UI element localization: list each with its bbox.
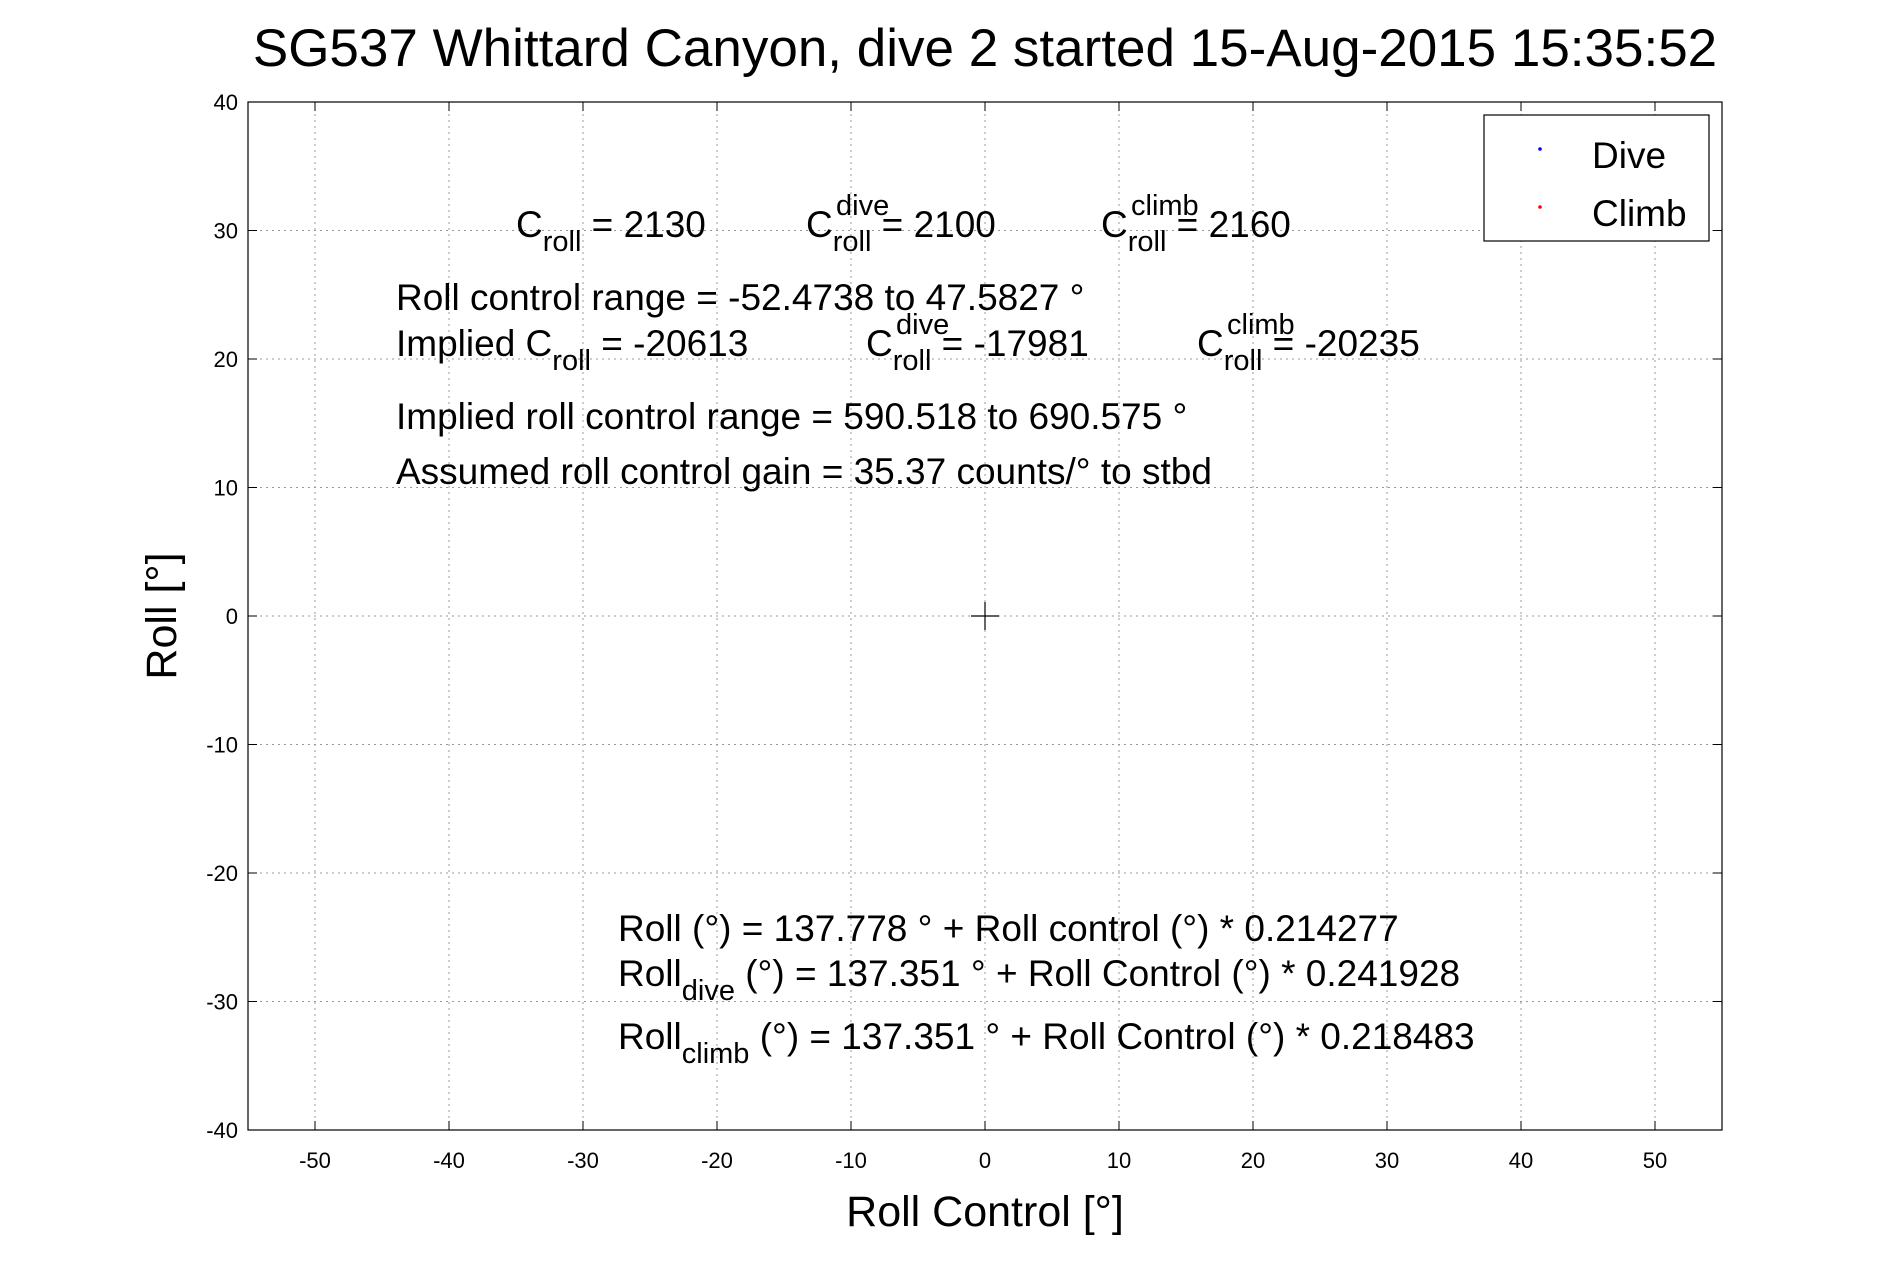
y-tick-label: 20 xyxy=(214,347,238,372)
annotation-c-roll-dive: Croll = 2100 xyxy=(806,204,996,258)
annotation-implied-c-roll-climb: Croll = -20235 xyxy=(1197,323,1420,377)
legend-label-climb: Climb xyxy=(1592,193,1687,234)
x-tick-label: 40 xyxy=(1509,1148,1533,1173)
x-tick-label: -30 xyxy=(567,1148,599,1173)
x-tick-label: 10 xyxy=(1107,1148,1131,1173)
annotation-implied-c-roll: Implied Croll = -20613 xyxy=(396,323,748,377)
x-tick-label: 20 xyxy=(1241,1148,1265,1173)
legend-marker-dive xyxy=(1538,147,1542,151)
y-tick-label: 0 xyxy=(226,604,238,629)
y-tick-label: 30 xyxy=(214,219,238,244)
annotation-fit: Roll (°) = 137.778 ° + Roll control (°) … xyxy=(618,908,1399,949)
annotation-roll-control-gain: Assumed roll control gain = 35.37 counts… xyxy=(396,451,1212,492)
x-tick-label: 0 xyxy=(979,1148,991,1173)
y-tick-label: -10 xyxy=(206,733,238,758)
legend-marker-climb xyxy=(1538,205,1542,209)
annotation-implied-roll-control-range: Implied roll control range = 590.518 to … xyxy=(396,396,1187,437)
x-tick-label: -40 xyxy=(433,1148,465,1173)
y-tick-label: 40 xyxy=(214,90,238,115)
annotation-c-roll: Croll = 2130 xyxy=(516,204,706,258)
y-tick-label: -30 xyxy=(206,990,238,1015)
annotation-c-roll-climb: Croll = 2160 xyxy=(1101,204,1291,258)
x-tick-labels: -50 -40 -30 -20 -10 0 10 20 30 40 50 xyxy=(299,1148,1667,1173)
annotation-roll-control-range: Roll control range = -52.4738 to 47.5827… xyxy=(396,277,1084,318)
x-tick-label: -10 xyxy=(835,1148,867,1173)
annotation-fit-climb: Rollclimb (°) = 137.351 ° + Roll Control… xyxy=(618,1016,1475,1070)
legend-box xyxy=(1483,114,1710,242)
plot-frame xyxy=(247,101,1723,1131)
x-axis-label: Roll Control [°] xyxy=(846,1188,1124,1236)
annotation-fit-dive: Rolldive (°) = 137.351 ° + Roll Control … xyxy=(618,953,1460,1007)
annotation-implied-c-roll-dive: Croll = -17981 xyxy=(866,323,1089,377)
y-tick-label: 10 xyxy=(214,476,238,501)
chart-title: SG537 Whittard Canyon, dive 2 started 15… xyxy=(253,19,1717,78)
x-tick-label: 50 xyxy=(1643,1148,1667,1173)
annotation-implied-c-roll-climb-sup: climb xyxy=(1227,309,1295,341)
y-tick-label: -20 xyxy=(206,861,238,886)
annotation-c-roll-climb-sup: climb xyxy=(1131,190,1199,222)
crosshair xyxy=(971,602,999,630)
y-tick-labels: -40 -30 -20 -10 0 10 20 30 40 xyxy=(206,90,238,1143)
annotations: Croll = 2130 dive Croll = 2100 climb Cro… xyxy=(396,190,1475,1070)
x-tick-label: -20 xyxy=(701,1148,733,1173)
y-axis-label: Roll [°] xyxy=(138,552,186,679)
legend: Dive Climb xyxy=(1483,114,1710,242)
legend-label-dive: Dive xyxy=(1592,135,1666,176)
y-tick-label: -40 xyxy=(206,1118,238,1143)
x-tick-label: -50 xyxy=(299,1148,331,1173)
x-tick-label: 30 xyxy=(1375,1148,1399,1173)
annotation-c-roll-dive-sup: dive xyxy=(836,190,889,222)
annotation-implied-c-roll-dive-sup: dive xyxy=(896,309,949,341)
